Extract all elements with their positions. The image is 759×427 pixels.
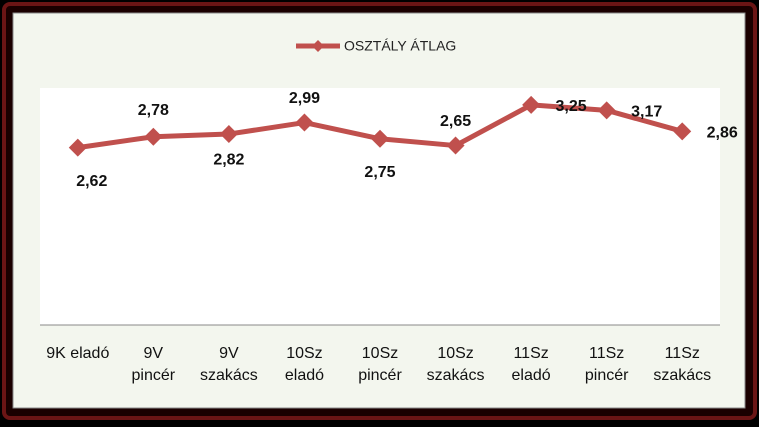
marker xyxy=(219,125,238,144)
data-label: 2,65 xyxy=(440,113,471,130)
data-label: 2,75 xyxy=(364,164,395,181)
x-tick-label: 10Sz pincér xyxy=(358,345,402,384)
marker xyxy=(446,136,465,155)
x-tick-label: 10Sz eladó xyxy=(285,345,324,384)
x-tick-label: 10Sz szakács xyxy=(427,345,485,384)
x-tick-label: 9V szakács xyxy=(200,345,258,384)
x-tick-label: 9V pincér xyxy=(132,345,176,384)
data-label: 2,62 xyxy=(76,173,107,190)
data-label: 3,25 xyxy=(556,98,587,115)
marker xyxy=(68,138,87,157)
plot-area xyxy=(40,88,720,325)
x-tick-label: 11Sz szakács xyxy=(653,345,711,384)
data-label: 2,86 xyxy=(707,125,738,142)
x-tick-label: 11Sz pincér xyxy=(585,345,629,384)
data-label: 2,82 xyxy=(213,151,244,168)
x-tick-label: 11Sz eladó xyxy=(512,345,551,384)
x-tick-label: 9K eladó xyxy=(46,345,109,362)
marker xyxy=(144,127,163,146)
marker xyxy=(295,113,314,132)
marker xyxy=(597,101,616,120)
data-label: 2,78 xyxy=(138,102,169,119)
legend-label: OSZTÁLY ÁTLAG xyxy=(344,38,456,54)
legend-marker xyxy=(312,40,324,52)
marker xyxy=(673,122,692,141)
marker xyxy=(522,95,541,114)
data-label: 3,17 xyxy=(631,104,662,121)
marker xyxy=(371,129,389,148)
data-label: 2,99 xyxy=(289,90,320,107)
